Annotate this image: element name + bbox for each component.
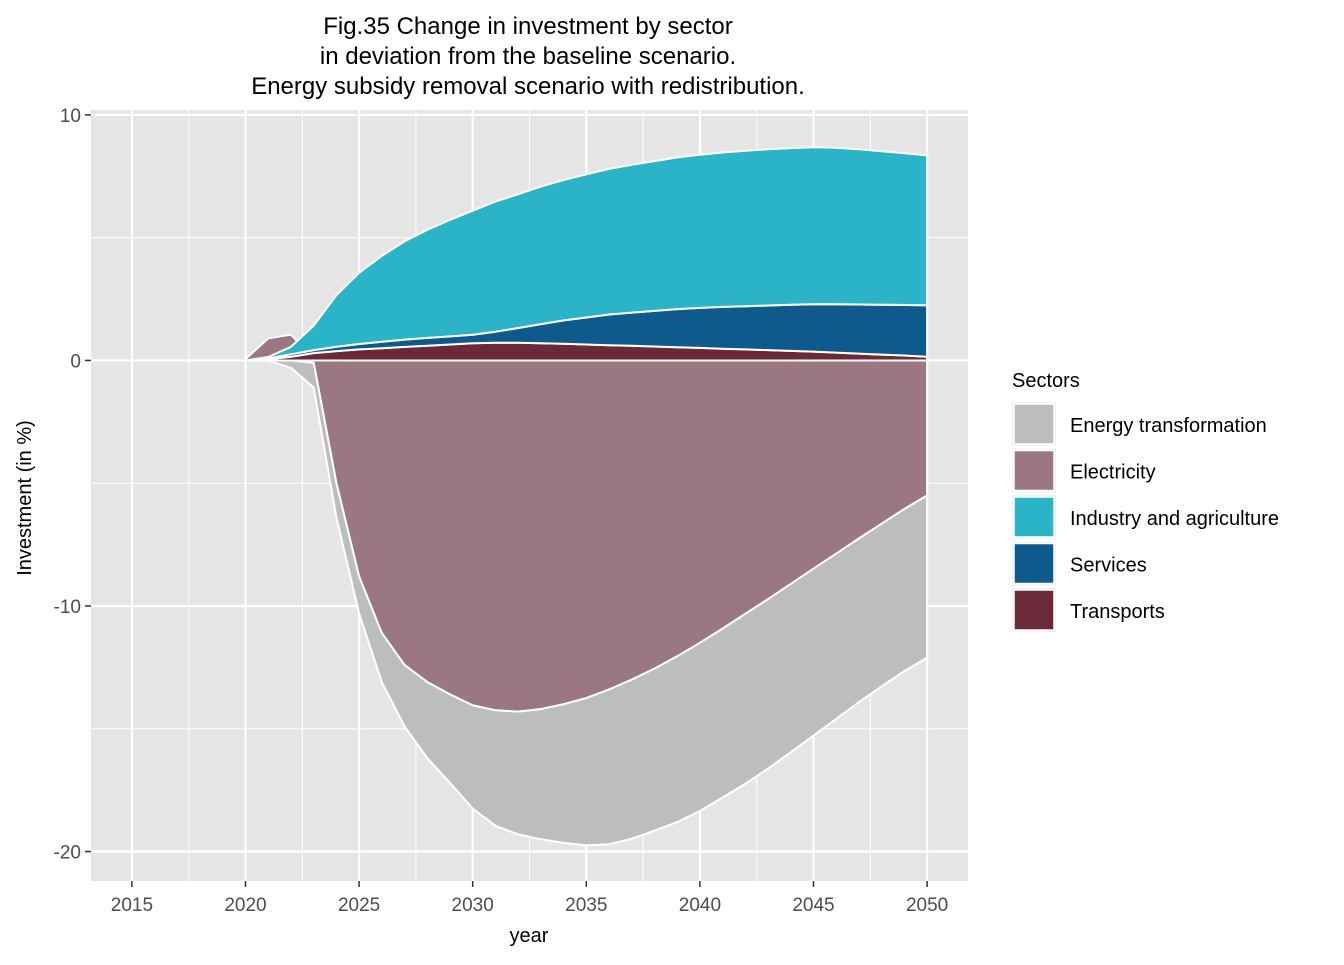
x-axis-ticks: 2015 2020 2025 2030 2035 2040 2045 2050 (111, 881, 948, 916)
area-energy-transformation (130, 359, 929, 847)
legend-label: Services (1070, 555, 1147, 577)
legend-item: Electricity (1012, 448, 1156, 493)
legend-item: Services (1012, 541, 1147, 586)
legend-item: Energy transformation (1012, 402, 1267, 446)
chart-title-line-2: in deviation from the baseline scenario. (320, 43, 736, 70)
area-industry-and-agriculture (130, 146, 929, 362)
x-tick-label: 2035 (565, 895, 607, 916)
y-tick-label: 10 (60, 106, 81, 127)
y-tick-label: -10 (54, 597, 81, 618)
chart-title: Fig.35 Change in investment by sector in… (251, 13, 805, 100)
legend-label: Energy transformation (1070, 415, 1267, 437)
x-tick-label: 2040 (679, 895, 721, 916)
x-tick-label: 2020 (224, 895, 266, 916)
x-axis-title: year (510, 925, 549, 947)
legend-swatch (1013, 403, 1055, 445)
x-tick-label: 2050 (906, 895, 948, 916)
y-tick-label: 0 (70, 351, 81, 372)
y-tick-label: -20 (54, 843, 81, 864)
legend-title: Sectors (1012, 370, 1080, 392)
x-tick-label: 2015 (111, 895, 153, 916)
chart-title-line-3: Energy subsidy removal scenario with red… (251, 73, 805, 100)
legend: Sectors Energy transformation Electricity… (1012, 370, 1279, 632)
x-tick-label: 2030 (452, 895, 494, 916)
x-tick-label: 2025 (338, 895, 380, 916)
legend-item: Industry and agriculture (1012, 495, 1279, 539)
legend-label: Transports (1070, 601, 1165, 623)
area-series (130, 146, 929, 847)
legend-label: Electricity (1070, 462, 1156, 484)
y-axis-ticks: 10 0 -10 -20 (54, 106, 91, 864)
x-tick-label: 2045 (792, 895, 834, 916)
legend-label: Industry and agriculture (1070, 508, 1279, 530)
legend-swatch (1013, 496, 1055, 538)
legend-swatch (1013, 589, 1055, 631)
legend-swatch (1013, 542, 1055, 585)
legend-item: Transports (1012, 588, 1165, 632)
legend-swatch (1013, 449, 1055, 492)
chart-title-line-1: Fig.35 Change in investment by sector (323, 13, 733, 40)
legend-items: Energy transformation Electricity Industry… (1012, 402, 1279, 632)
y-axis-title: Investment (in %) (14, 420, 36, 576)
